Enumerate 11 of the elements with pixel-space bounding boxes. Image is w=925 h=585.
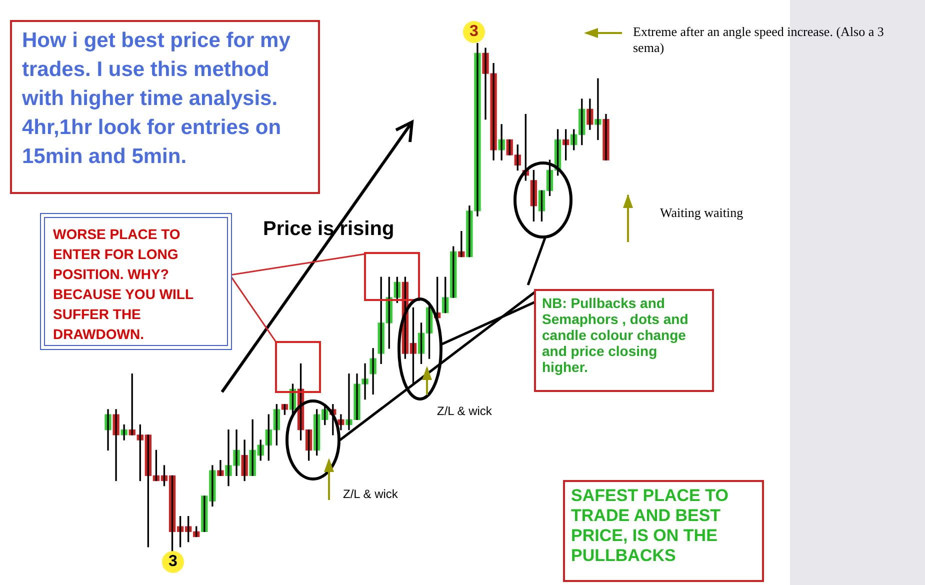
text: Waiting waiting — [660, 205, 744, 221]
text: 3 — [463, 21, 485, 43]
annotation: WORSE PLACE TO ENTER FOR LONG POSITION. WHY? BECAUSE YOU WILL SUFFER THE DRAWDOWN. — [40, 213, 232, 350]
text: 3 — [162, 551, 184, 573]
annotation: Z/L & wick — [437, 404, 492, 418]
text: Extreme after an angle speed increase. (Also a 3 sema) — [633, 24, 885, 56]
annotation: SAFEST PLACE TO TRADE AND BEST PRICE, IS ON THE PULLBACKS — [563, 480, 764, 582]
annotation: Price is rising — [263, 218, 394, 241]
annotation: Z/L & wick — [343, 487, 398, 501]
text: How i get best price for my trades. I use this method with higher time analysis. 4hr,1hr look for entries on 15min and 5min. — [10, 20, 320, 194]
annotation: NB: Pullbacks and Semaphors , dots and candle colour change and price closing higher. — [534, 289, 714, 392]
